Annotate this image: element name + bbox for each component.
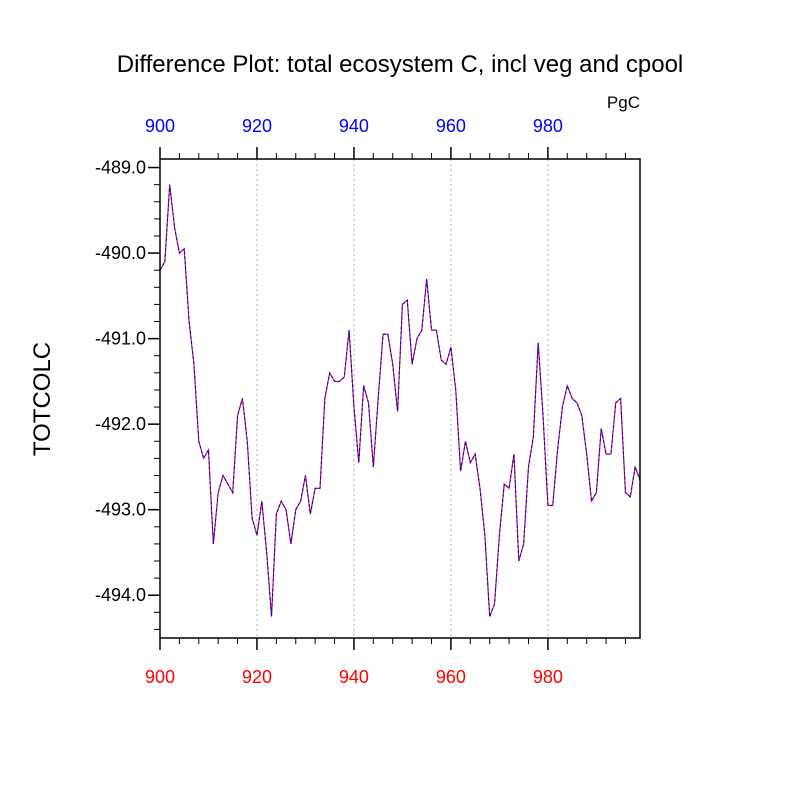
units-label: PgC bbox=[607, 93, 640, 112]
y-tick-label: -491.0 bbox=[95, 329, 146, 349]
y-tick-label: -492.0 bbox=[95, 414, 146, 434]
x-tick-label-bottom: 900 bbox=[145, 667, 175, 687]
x-tick-label-top: 980 bbox=[533, 116, 563, 136]
plot-frame bbox=[159, 158, 641, 639]
x-tick-label-bottom: 920 bbox=[242, 667, 272, 687]
y-tick-label: -489.0 bbox=[95, 158, 146, 178]
x-tick-label-bottom: 980 bbox=[533, 667, 563, 687]
data-lines bbox=[159, 184, 641, 617]
x-tick-label-top: 900 bbox=[145, 116, 175, 136]
x-tick-label-top: 920 bbox=[242, 116, 272, 136]
series-line-blue bbox=[159, 184, 641, 617]
grid-lines bbox=[256, 159, 549, 638]
chart-title: Difference Plot: total ecosystem C, incl… bbox=[117, 51, 684, 78]
y-axis-label: TOTCOLC bbox=[29, 342, 56, 456]
x-tick-label-bottom: 960 bbox=[436, 667, 466, 687]
series-line-red bbox=[159, 184, 641, 617]
x-axis-ticks: 900 900 920 920 940 940 960 960 980 980 bbox=[145, 116, 626, 687]
y-tick-label: -490.0 bbox=[95, 243, 146, 263]
x-tick-label-top: 940 bbox=[339, 116, 369, 136]
y-tick-label: -494.0 bbox=[95, 585, 146, 605]
x-tick-label-bottom: 940 bbox=[339, 667, 369, 687]
y-tick-label: -493.0 bbox=[95, 500, 146, 520]
x-tick-label-top: 960 bbox=[436, 116, 466, 136]
y-axis-ticks: -489.0 -490.0 -491.0 -492.0 -493.0 -494.0 bbox=[95, 158, 160, 630]
